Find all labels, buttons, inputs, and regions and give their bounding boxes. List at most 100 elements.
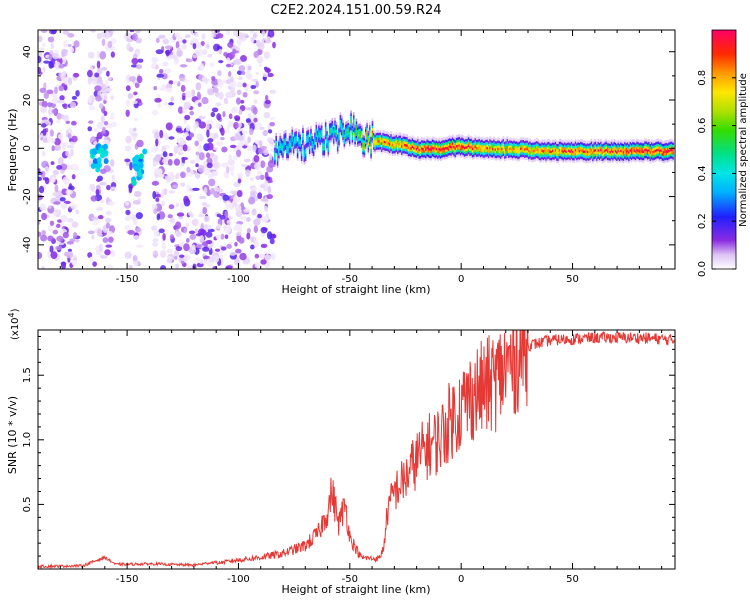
ridge-cell (511, 157, 514, 161)
ridge-cell (346, 135, 348, 139)
ridge-cell (450, 138, 453, 142)
noise-cell (175, 231, 182, 236)
ridge-cell (406, 146, 408, 150)
noise-cell (181, 95, 186, 101)
ridge-cell (386, 138, 388, 142)
noise-cell (267, 129, 273, 134)
ridge-cell (650, 144, 653, 148)
ridge-cell (374, 150, 376, 154)
ridge-cell (594, 146, 597, 150)
ridge-cell (447, 155, 450, 159)
ridge-cell (612, 140, 614, 144)
ridge-cell (360, 139, 363, 143)
ridge-cell (331, 120, 334, 124)
noise-cell (262, 186, 270, 192)
ridge-cell (407, 136, 410, 140)
ridge-cell (517, 158, 519, 162)
ridge-cell (431, 138, 434, 142)
ridge-cell (350, 110, 352, 114)
ridge-cell (276, 162, 279, 166)
ridge-cell (644, 148, 646, 152)
ridge-cell (274, 147, 276, 151)
noise-cell (166, 248, 173, 254)
ridge-cell (479, 149, 482, 153)
noise-cell (240, 163, 248, 168)
ridge-cell (522, 149, 525, 153)
ridge-cell (602, 155, 605, 159)
noise-cell (233, 134, 241, 141)
ridge-cell (467, 141, 470, 145)
ridge-cell (274, 159, 276, 163)
ridge-cell (658, 146, 661, 150)
ridge-cell (532, 146, 534, 150)
ridge-cell (481, 143, 483, 147)
ridge-cell (457, 153, 459, 157)
ridge-cell (656, 138, 658, 142)
ridge-cell (391, 150, 394, 154)
ridge-cell (475, 139, 478, 143)
ridge-cell (645, 145, 648, 149)
noise-cell (63, 40, 68, 48)
ridge-cell (665, 154, 668, 158)
ridge-cell (621, 157, 624, 161)
ridge-cell (442, 154, 445, 158)
noise-cell (51, 97, 59, 104)
ridge-cell (536, 157, 538, 161)
ridge-cell (570, 150, 573, 154)
ridge-cell (642, 154, 645, 158)
ridge-cell (482, 137, 485, 141)
ridge-cell (526, 149, 529, 153)
ridge-cell (290, 137, 292, 141)
ridge-cell (592, 158, 594, 162)
noise-cell (232, 106, 238, 114)
ridge-cell (378, 142, 380, 146)
ridge-cell (326, 140, 328, 144)
ridge-cell (314, 146, 316, 150)
noise-cell (95, 188, 100, 196)
ridge-cell (483, 144, 486, 148)
ridge-cell (477, 151, 479, 155)
ridge-cell (616, 150, 618, 154)
ridge-cell (311, 140, 314, 144)
ridge-cell (320, 127, 323, 131)
ridge-cell (572, 145, 574, 149)
ridge-cell (534, 153, 537, 157)
ridge-cell (437, 143, 439, 147)
ridge-cell (290, 139, 292, 143)
ridge-cell (431, 146, 434, 150)
ridge-cell (604, 144, 606, 148)
ridge-cell (666, 159, 669, 163)
ridge-cell (462, 140, 465, 144)
ridge-cell (306, 137, 308, 141)
ridge-cell (497, 137, 499, 141)
ridge-cell (367, 147, 370, 151)
noise-cell (58, 133, 64, 140)
ridge-cell (406, 141, 408, 145)
ridge-cell (528, 141, 530, 145)
ridge-cell (622, 143, 625, 147)
ridge-cell (514, 145, 517, 149)
ridge-cell (523, 157, 526, 161)
ridge-cell (434, 145, 437, 149)
ridge-cell (398, 142, 400, 146)
ridge-cell (509, 154, 511, 158)
noise-cell (194, 140, 199, 147)
ridge-cell (574, 150, 577, 154)
ridge-cell (346, 120, 348, 124)
ridge-cell (443, 151, 446, 155)
noise-cell (103, 110, 108, 116)
noise-cell (110, 121, 117, 128)
noise-cell (40, 123, 47, 128)
ridge-cell (645, 150, 648, 154)
ridge-cell (570, 146, 573, 150)
ridge-cell (374, 143, 376, 147)
ridge-cell (604, 151, 606, 155)
ridge-cell (519, 149, 522, 153)
ridge-cell (459, 152, 462, 156)
ridge-cell (638, 152, 641, 156)
ridge-cell (669, 158, 672, 162)
ridge-cell (479, 137, 482, 141)
ridge-cell (612, 154, 614, 158)
ridge-cell (597, 148, 600, 152)
blob-cell (96, 157, 102, 164)
